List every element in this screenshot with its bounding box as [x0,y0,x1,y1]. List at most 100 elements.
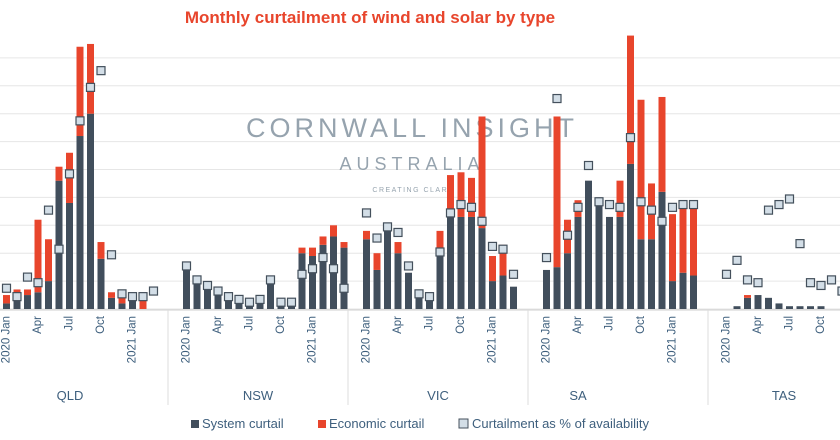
percent-marker [508,269,519,279]
chart-title: Monthly curtailment of wind and solar by… [185,8,555,27]
bar-economic [319,236,327,245]
bar-economic [298,247,306,254]
legend-label-economic: Economic curtail [329,416,424,431]
bar-economic [436,230,444,256]
bar-economic [457,172,465,217]
region-label: SA [569,388,587,403]
bar-economic [478,116,486,229]
bar-system [118,303,126,309]
bar-system [447,208,454,309]
percent-marker [297,269,307,279]
bar-system [744,297,751,309]
bar-system [553,267,561,309]
bar-system [24,295,31,309]
percent-marker [445,208,456,218]
percent-marker [234,294,244,305]
bar-economic [97,242,105,259]
percent-marker [75,116,85,126]
percent-marker [573,202,583,212]
legend: System curtail Economic curtail Curtailm… [191,416,650,431]
percent-marker [583,160,594,171]
gridlines [0,57,840,311]
percent-marker [192,275,202,285]
percent-marker [96,66,106,76]
bars [3,35,825,309]
bar-system [775,303,783,309]
bar-system [373,269,381,309]
bar-system [193,281,201,309]
tick-label: Apr [212,316,224,334]
percent-marker [424,292,435,302]
bar-system [384,230,391,309]
percent-marker [477,216,487,226]
bar-economic [87,43,94,114]
percent-marker [805,278,816,288]
legend-swatch-system [191,420,199,428]
tick-label: 2020 Jan [181,316,193,363]
tick-label: Apr [572,316,584,334]
bar-system [66,202,73,309]
percent-marker [255,294,265,305]
percent-marker [837,286,840,296]
percent-marker [466,202,477,212]
percent-marker [307,264,318,274]
bar-system [616,216,624,309]
bar-economic [45,239,52,282]
percent-marker [372,233,382,243]
percent-marker [361,208,372,218]
percent-marker [1,283,12,293]
percent-marker [223,292,234,302]
bar-system [183,264,190,309]
bar-system [627,163,634,309]
region-dividers [167,310,709,405]
bar-system [204,286,211,309]
legend-swatch-economic [318,420,326,428]
bar-economic [499,244,507,276]
percent-marker [594,197,604,207]
bar-system [733,306,741,309]
region-label: QLD [57,388,84,403]
percent-marker [826,275,837,285]
tick-label: Oct [95,315,107,334]
bar-economic [24,289,31,296]
bar-economic [118,297,126,304]
percent-marker [244,297,255,307]
bar-system [129,300,136,309]
bar-economic [34,219,42,293]
bar-system [108,297,115,309]
percent-marker [382,222,393,232]
percent-marker [456,199,466,210]
bar-system [309,255,316,309]
percent-marker [753,278,763,288]
bar-system [267,283,274,309]
bar-system [489,281,496,309]
tick-label: Apr [392,316,404,334]
bar-system [564,253,571,309]
percent-marker [403,261,414,271]
tick-label: Apr [32,316,44,334]
tick-label: 2021 Jan [127,316,139,363]
percent-marker [604,199,615,210]
bar-system [669,281,676,309]
bar-system [235,300,243,309]
markers [1,66,840,307]
bar-economic [637,99,645,240]
bar-economic [3,295,10,304]
bar-system [510,286,517,309]
bar-system [543,269,550,309]
bar-system [415,297,423,309]
tick-label: Oct [455,315,467,334]
percent-marker [286,297,297,307]
bar-system [340,247,348,309]
bar-system [648,239,655,309]
bar-system [436,255,444,309]
percent-marker [328,264,339,274]
bar-system [478,228,486,309]
tick-label: Oct [275,315,287,334]
legend-label-percent: Curtailment as % of availability [472,416,650,431]
bar-system [637,239,645,309]
bar-economic [309,247,316,256]
bar-economic [553,116,561,268]
bar-economic [744,295,751,298]
